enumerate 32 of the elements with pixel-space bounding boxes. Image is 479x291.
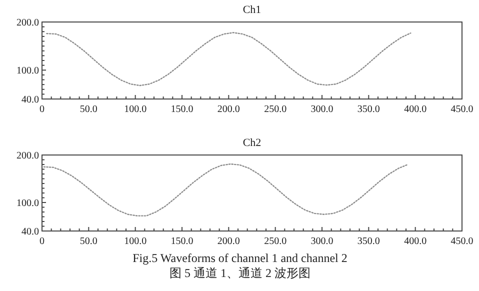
x-tick-label: 250.0: [264, 104, 287, 115]
y-tick-label: 100.0: [16, 198, 39, 209]
x-tick-label: 350.0: [357, 104, 380, 115]
caption: 图 5 通道 1、通道 2 波形图: [170, 266, 310, 280]
x-tick-label: 450.0: [450, 104, 474, 115]
x-tick-label: 450.0: [450, 236, 474, 247]
y-tick-label: 40.0: [22, 226, 39, 238]
line-series: [43, 163, 408, 216]
x-tick-label: 300.0: [310, 236, 334, 247]
x-tick-label: 0: [40, 236, 44, 247]
x-tick-label: 150.0: [170, 236, 194, 247]
x-tick-label: 100.0: [124, 236, 147, 247]
x-tick-label: 50.0: [80, 236, 98, 247]
caption: Fig.5 Waveforms of channel 1 and channel 2: [132, 251, 348, 265]
y-tick-label: 100.0: [16, 66, 39, 77]
x-tick-label: 300.0: [310, 104, 334, 115]
y-tick-label: 200.0: [16, 150, 39, 162]
x-tick-label: 200.0: [217, 236, 240, 247]
line-series: [46, 32, 412, 86]
x-tick-label: 250.0: [264, 236, 287, 247]
x-tick-label: 50.0: [80, 104, 98, 115]
x-tick-label: 0: [40, 104, 44, 115]
chart-title: Ch2: [242, 137, 262, 149]
chart-title: Ch1: [242, 4, 262, 16]
y-tick-label: 40.0: [22, 94, 39, 106]
y-tick-label: 200.0: [16, 18, 39, 28]
x-tick-label: 400.0: [404, 236, 427, 247]
x-tick-label: 150.0: [170, 104, 194, 115]
x-tick-label: 350.0: [357, 236, 380, 247]
x-tick-label: 200.0: [217, 104, 240, 115]
x-tick-label: 400.0: [404, 104, 427, 115]
x-tick-label: 100.0: [124, 104, 147, 115]
